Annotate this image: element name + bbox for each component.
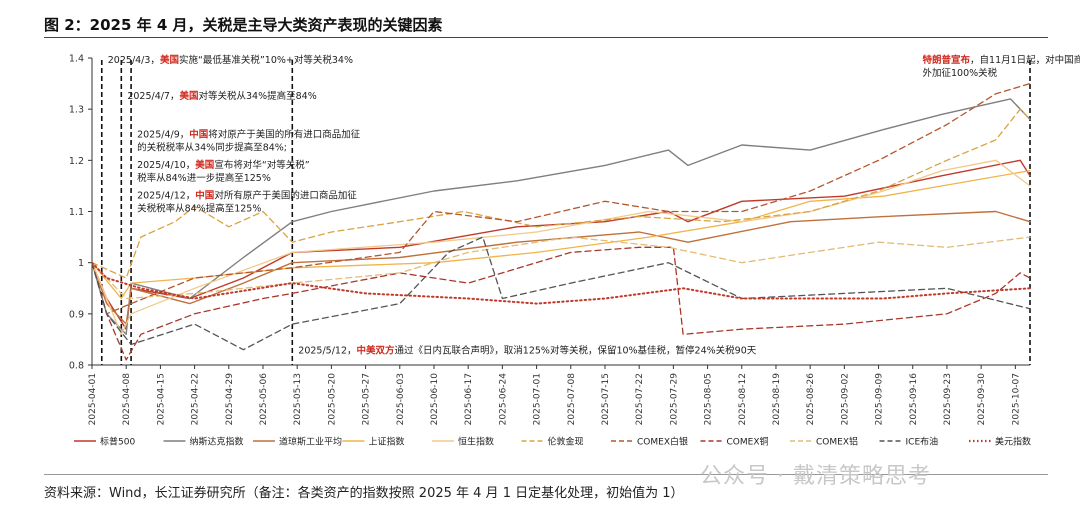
x-tick-label: 2025-06-10 (430, 373, 440, 426)
legend-label-1: 纳斯达克指数 (190, 436, 244, 448)
y-tick-label: 0.9 (69, 309, 84, 320)
y-tick-label: 1.4 (69, 54, 84, 65)
annotation-3: 2025/4/10，美国宣布将对华“对等关税” (137, 159, 310, 171)
x-tick-label: 2025-04-15 (156, 373, 166, 425)
series-line-2 (91, 210, 1031, 325)
x-tick-label: 2025-10-07 (1011, 373, 1021, 425)
x-tick-label: 2025-06-24 (498, 373, 508, 426)
x-tick-label: 2025-09-23 (943, 373, 953, 425)
annotation-3-line: 税率从84%进一步提高至125% (137, 172, 271, 184)
series-line-9 (91, 236, 1031, 351)
series-line-4 (91, 159, 1031, 335)
x-tick-label: 2025-06-03 (396, 373, 406, 425)
x-tick-label: 2025-09-02 (840, 373, 850, 425)
legend-label-0: 标普500 (100, 436, 135, 448)
x-tick-label: 2025-09-30 (977, 373, 987, 426)
annotation-1: 2025/4/7，美国对等关税从34%提高至84% (127, 90, 316, 102)
x-tick-label: 2025-07-22 (635, 373, 645, 425)
series-line-7 (91, 246, 1031, 361)
y-tick-label: 1.2 (69, 156, 84, 167)
watermark: 公众号 · 戴清策略思考 (700, 464, 931, 489)
x-tick-label: 2025-09-09 (875, 373, 885, 426)
legend-label-8: COMEX铝 (816, 436, 858, 448)
x-tick-label: 2025-07-29 (669, 373, 679, 426)
figure-title: 图 2：2025 年 4 月，关税是主导大类资产表现的关键因素 (44, 16, 443, 34)
annotation-6-line: 外加征100%关税 (923, 67, 998, 79)
x-tick-label: 2025-05-27 (362, 373, 372, 425)
title-rule (44, 37, 1048, 38)
source-rule (44, 474, 1048, 475)
legend-label-10: 美元指数 (995, 436, 1031, 448)
series-line-8 (91, 236, 1031, 300)
legend-label-9: ICE布油 (906, 436, 939, 448)
x-tick-label: 2025-08-26 (806, 373, 816, 426)
legend-label-6: COMEX白银 (637, 436, 688, 448)
source-note: 资料来源：Wind，长江证券研究所（备注：各类资产的指数按照 2025 年 4 … (44, 486, 684, 501)
legend-label-5: 伦敦金现 (548, 436, 584, 448)
series-line-6 (91, 82, 1031, 315)
y-tick-label: 1.1 (69, 207, 84, 218)
legend-label-4: 恒生指数 (458, 436, 494, 448)
x-tick-label: 2025-08-19 (772, 373, 782, 426)
x-tick-label: 2025-05-06 (259, 373, 269, 426)
annotation-4: 2025/4/12，中国对所有原产于美国的进口商品加征 (137, 190, 357, 202)
series-line-10 (91, 261, 1031, 305)
annotation-2: 2025/4/9，中国将对原产于美国的所有进口商品加征 (137, 128, 361, 140)
x-tick-label: 2025-04-01 (88, 373, 98, 425)
y-tick-label: 1 (78, 258, 84, 269)
x-tick-label: 2025-04-29 (225, 373, 235, 426)
annotation-6: 特朗普宣布，自11月1日起，对中国商品额 (923, 54, 1080, 66)
annotation-0: 2025/4/3，美国实施“最低基准关税”10%+对等关税34% (108, 54, 353, 66)
annotation-4-line: 关税税率从84%提高至125% (137, 203, 261, 215)
x-tick-label: 2025-04-22 (191, 373, 201, 425)
x-tick-label: 2025-06-17 (464, 373, 474, 425)
x-tick-label: 2025-05-13 (293, 373, 303, 425)
legend-label-3: 上证指数 (369, 436, 405, 448)
x-tick-label: 2025-08-12 (738, 373, 748, 425)
y-tick-label: 1.3 (69, 105, 84, 116)
x-tick-label: 2025-09-16 (909, 373, 919, 426)
annotation-5: 2025/5/12，中美双方通过《日内瓦联合声明》，取消125%对等关税，保留1… (298, 345, 756, 357)
y-tick-label: 0.8 (69, 361, 84, 372)
chart-svg: 0.8 0.9 1 1.1 1.2 1.3 1.4 2025-04-01 2025-04-08 2… (69, 54, 1080, 448)
series-line-3 (91, 169, 1031, 300)
x-tick-label: 2025-04-08 (122, 373, 132, 426)
x-tick-label: 2025-07-08 (567, 373, 577, 426)
x-tick-label: 2025-07-01 (533, 373, 543, 425)
annotation-2-line: 的关税税率从34%同步提高至84%; (137, 141, 287, 153)
series-line-5 (91, 108, 1031, 279)
x-tick-label: 2025-08-05 (704, 373, 714, 425)
x-tick-label: 2025-05-20 (327, 373, 337, 426)
legend-label-2: 道琼斯工业平均 (279, 436, 342, 448)
legend-label-7: COMEX铜 (727, 436, 769, 448)
x-tick-label: 2025-07-15 (601, 373, 611, 425)
